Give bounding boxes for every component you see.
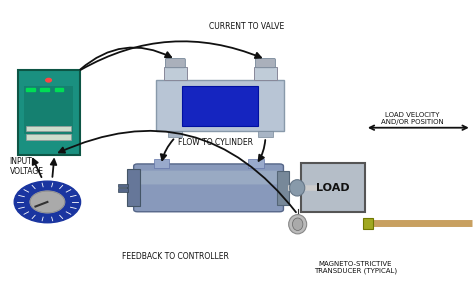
Bar: [277, 171, 289, 205]
FancyBboxPatch shape: [165, 59, 185, 68]
Bar: [182, 86, 258, 126]
Bar: [118, 189, 128, 192]
Circle shape: [30, 191, 64, 213]
FancyBboxPatch shape: [255, 59, 275, 68]
Bar: [363, 218, 373, 229]
Bar: [26, 88, 35, 91]
Ellipse shape: [289, 214, 307, 234]
Bar: [154, 159, 169, 168]
Bar: [164, 67, 187, 80]
Bar: [26, 134, 71, 140]
Bar: [24, 86, 73, 134]
Bar: [118, 184, 128, 187]
Bar: [258, 131, 273, 137]
Text: LOAD VELOCITY
AND/OR POSITION: LOAD VELOCITY AND/OR POSITION: [381, 112, 444, 125]
Text: LOAD: LOAD: [316, 183, 349, 193]
Text: CURRENT TO VALVE: CURRENT TO VALVE: [209, 22, 284, 31]
FancyBboxPatch shape: [138, 170, 279, 184]
Bar: [301, 163, 365, 212]
Bar: [156, 80, 284, 131]
Ellipse shape: [290, 180, 305, 196]
Bar: [127, 169, 140, 206]
FancyBboxPatch shape: [134, 164, 283, 212]
FancyBboxPatch shape: [18, 70, 80, 155]
Text: FEEDBACK TO CONTROLLER: FEEDBACK TO CONTROLLER: [122, 252, 229, 261]
Text: FLOW TO CYLINDER: FLOW TO CYLINDER: [178, 138, 253, 147]
Circle shape: [46, 78, 52, 82]
Bar: [248, 159, 264, 168]
Bar: [254, 67, 277, 80]
Bar: [40, 88, 49, 91]
Bar: [26, 126, 71, 131]
Ellipse shape: [292, 218, 303, 230]
Bar: [55, 88, 63, 91]
Text: INPUT
VOLTAGE: INPUT VOLTAGE: [9, 157, 44, 176]
Bar: [168, 131, 182, 137]
Circle shape: [14, 181, 81, 223]
Text: MAGNETO-STRICTIVE
TRANSDUCER (TYPICAL): MAGNETO-STRICTIVE TRANSDUCER (TYPICAL): [314, 260, 397, 274]
